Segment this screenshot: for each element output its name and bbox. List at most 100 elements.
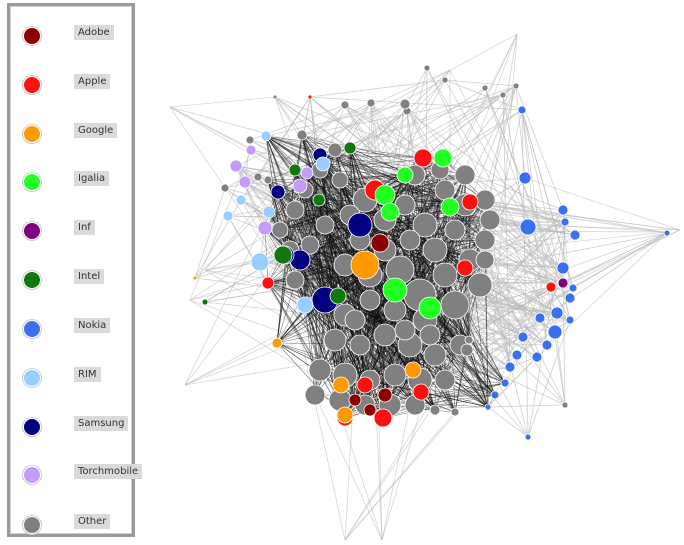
network-node-other — [475, 250, 495, 270]
network-edge-light — [194, 199, 242, 279]
network-node-other — [285, 270, 305, 290]
network-node-apple — [412, 383, 430, 401]
network-node-other — [331, 171, 349, 189]
network-edge-light — [487, 33, 518, 408]
network-node-other — [450, 407, 460, 417]
network-node-other — [423, 64, 431, 72]
network-node-intel — [343, 141, 357, 155]
network-node-nokia — [550, 306, 564, 320]
network-node-intel — [288, 163, 302, 177]
network-edge-light — [527, 319, 571, 438]
network-edge — [299, 185, 342, 386]
network-node-intel — [273, 245, 293, 265]
network-edge-light — [524, 177, 680, 231]
network-node-other — [253, 172, 263, 182]
network-edge — [382, 382, 506, 419]
network-node-igalia — [433, 148, 453, 168]
legend-label-google: Google — [74, 123, 118, 138]
network-node-other — [422, 237, 448, 263]
network-edge-light — [550, 286, 566, 406]
network-node-other — [344, 309, 366, 331]
network-node-torchmobile — [238, 175, 252, 189]
network-edge-light — [454, 304, 566, 406]
network-node-samsung — [270, 184, 286, 200]
network-edge-light — [479, 284, 566, 406]
network-node-other — [272, 94, 278, 100]
network-edge — [319, 154, 451, 208]
network-node-google — [271, 337, 283, 349]
legend-label-intel: Intel — [74, 269, 105, 284]
network-node-other — [467, 272, 493, 298]
network-node-igalia — [440, 197, 460, 217]
legend-swatch-apple — [23, 76, 41, 94]
legend-swatch-torchmobile — [23, 466, 41, 484]
network-edge — [319, 344, 411, 371]
network-edge — [301, 134, 416, 176]
network-node-nokia — [519, 218, 537, 236]
network-node-apple — [356, 376, 374, 394]
network-node-torchmobile — [292, 178, 308, 194]
network-node-adobe — [363, 403, 377, 417]
network-node-rim — [315, 156, 331, 172]
network-node-nokia — [663, 229, 671, 237]
network-edge-light — [344, 317, 541, 541]
network-node-nokia — [569, 229, 581, 241]
network-edge-light — [244, 33, 518, 183]
network-edge-light — [189, 94, 504, 301]
network-edge-light — [449, 69, 571, 299]
network-node-other — [399, 98, 411, 110]
legend-item-nokia: Nokia — [10, 312, 132, 342]
legend-swatch-adobe — [23, 27, 41, 45]
network-edge-light — [406, 69, 451, 112]
network-node-nokia — [490, 390, 500, 400]
network-node-other — [432, 262, 458, 288]
network-node-other — [373, 323, 397, 347]
network-node-other — [349, 334, 371, 356]
network-node-torchmobile — [257, 220, 273, 236]
network-edge-light — [444, 366, 511, 381]
network-node-other — [263, 175, 273, 185]
network-node-other — [419, 324, 441, 346]
network-edge-light — [515, 85, 526, 179]
network-edge-light — [521, 109, 566, 406]
network-node-nokia — [484, 403, 492, 411]
network-edge-light — [339, 85, 517, 181]
network-node-nokia — [568, 283, 578, 293]
network-edge — [299, 185, 316, 396]
legend-item-samsung: Samsung — [10, 410, 132, 440]
legend-label-other: Other — [74, 514, 111, 529]
network-node-igalia — [380, 202, 400, 222]
network-edge — [267, 282, 341, 401]
network-node-nokia — [564, 292, 576, 304]
network-node-other — [479, 209, 501, 231]
network-edge-light — [484, 87, 564, 284]
network-edge — [267, 179, 366, 386]
network-node-other — [327, 142, 343, 158]
network-edge-light — [265, 103, 406, 137]
network-edge — [314, 147, 351, 396]
network-edge — [267, 179, 281, 231]
network-edge — [267, 264, 346, 284]
network-node-igalia — [374, 184, 396, 206]
network-node-nokia — [517, 331, 529, 343]
network-edge-light — [521, 109, 574, 289]
network-edge-light — [344, 379, 446, 541]
network-node-google — [192, 275, 198, 281]
network-node-other — [323, 328, 347, 352]
network-node-nokia — [541, 339, 553, 351]
network-edge — [364, 334, 386, 406]
network-node-other — [394, 319, 416, 341]
network-node-nokia — [517, 105, 527, 115]
network-node-nokia — [534, 312, 546, 324]
network-node-apple — [461, 193, 479, 211]
network-node-other — [434, 179, 456, 201]
network-node-torchmobile — [245, 144, 257, 156]
network-graph — [169, 33, 680, 541]
network-node-nokia — [511, 349, 523, 361]
network-edge-light — [406, 110, 576, 236]
network-node-other — [460, 343, 474, 357]
network-edge-light — [484, 87, 552, 288]
network-node-nokia — [547, 324, 563, 340]
network-node-other — [315, 215, 335, 235]
legend-item-torchmobile: Torchmobile — [10, 458, 143, 488]
